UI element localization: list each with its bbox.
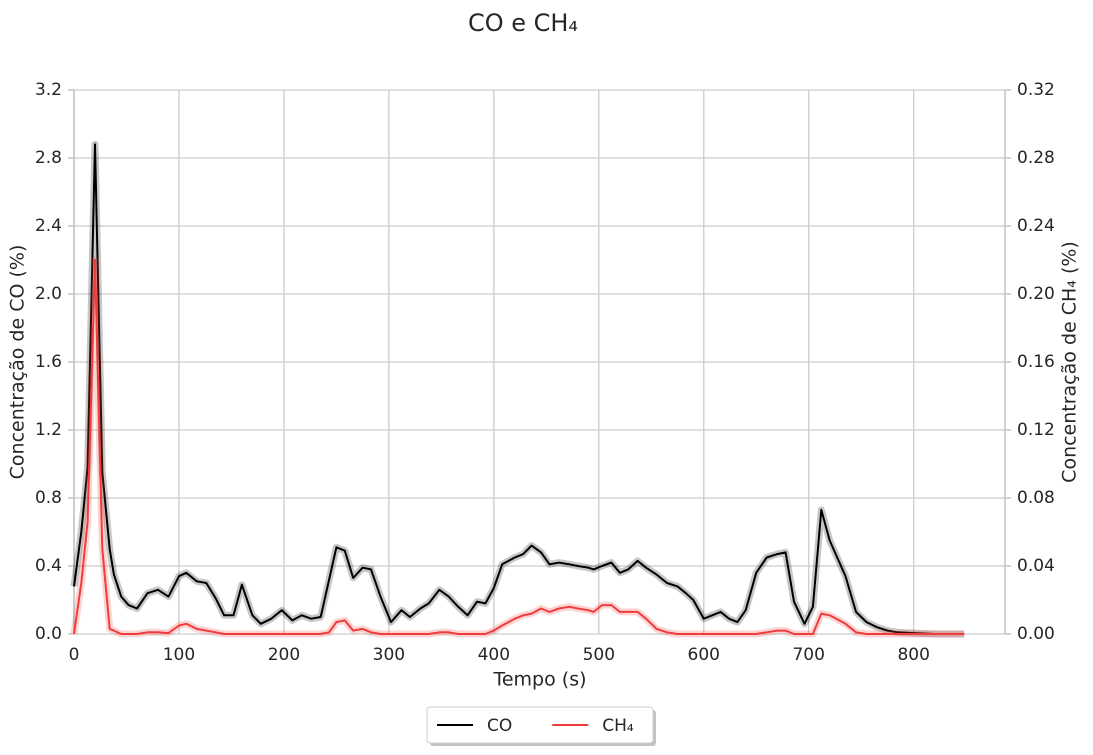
y-tick-label: 0.8 (35, 488, 62, 508)
y-tick-label: 1.6 (35, 352, 62, 372)
x-tick-label: 600 (688, 645, 720, 665)
y2-tick-label: 0.00 (1017, 624, 1055, 644)
legend-box (426, 706, 654, 744)
y2-tick-label: 0.20 (1017, 284, 1055, 304)
y2-tick-label: 0.24 (1017, 216, 1055, 236)
x-tick-label: 0 (69, 645, 80, 665)
line-band (70, 140, 965, 638)
line (73, 143, 965, 635)
x-tick-label: 700 (792, 645, 824, 665)
y-tick-label: 3.2 (35, 80, 62, 100)
legend-label: CH₄ (602, 716, 634, 736)
y2-tick-label: 0.28 (1017, 148, 1055, 168)
y2-tick-label: 0.32 (1017, 80, 1055, 100)
chart-title: CO e CH₄ (468, 9, 578, 37)
x-axis-label: Tempo (s) (492, 669, 586, 691)
y2-tick-label: 0.12 (1017, 420, 1055, 440)
legend: CO CH₄ (426, 706, 656, 746)
y-axis-label: Concentração de CO (%) (7, 245, 29, 480)
y2-tick-label: 0.08 (1017, 488, 1055, 508)
x-tick-label: 500 (583, 645, 615, 665)
x-tick-label: 300 (373, 645, 405, 665)
line-band (70, 256, 965, 638)
legend-label: CO (487, 716, 512, 736)
x-tick-label: 200 (268, 645, 300, 665)
x-tick-label: 100 (163, 645, 195, 665)
x-tick-label: 800 (897, 645, 929, 665)
y-tick-label: 2.8 (35, 148, 62, 168)
line (73, 259, 965, 635)
y-tick-label: 0.0 (35, 624, 62, 644)
y2-tick-label: 0.16 (1017, 352, 1055, 372)
y-tick-label: 0.4 (35, 556, 62, 576)
y2-axis-label: Concentração de CH₄ (%) (1059, 241, 1081, 483)
y-tick-label: 2.4 (35, 216, 62, 236)
y2-tick-label: 0.04 (1017, 556, 1055, 576)
x-tick-label: 400 (478, 645, 510, 665)
y-tick-label: 1.2 (35, 420, 62, 440)
y-tick-label: 2.0 (35, 284, 62, 304)
